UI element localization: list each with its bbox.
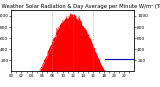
Title: Milwaukee Weather Solar Radiation & Day Average per Minute W/m² (Today): Milwaukee Weather Solar Radiation & Day … [0,4,160,9]
